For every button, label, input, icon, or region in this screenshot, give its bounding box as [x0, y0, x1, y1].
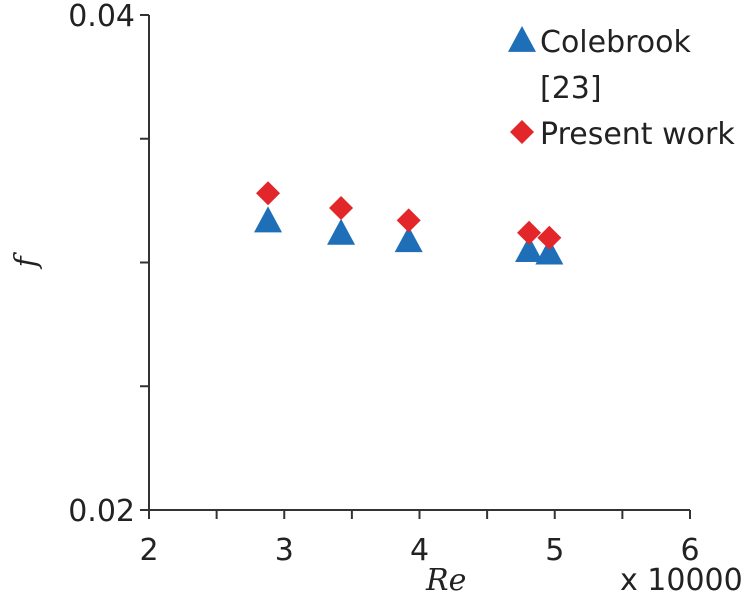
- y-axis-title: f: [9, 252, 44, 270]
- x-tick-label: 4: [410, 533, 429, 568]
- legend-label: Colebrook: [540, 25, 692, 60]
- legend-marker-present-work: [510, 120, 534, 144]
- present-work-point: [537, 225, 562, 250]
- colebrook-point: [254, 206, 283, 233]
- present-work-point: [396, 208, 421, 233]
- colebrook-point: [394, 226, 423, 253]
- data-marks: [254, 181, 564, 265]
- x-tick-label: 3: [275, 533, 294, 568]
- present-work-point: [329, 196, 354, 221]
- present-work-point: [517, 220, 542, 245]
- y-tick-label: 0.04: [68, 0, 135, 34]
- x-axis-multiplier: x 10000: [620, 563, 743, 596]
- x-axis-title: Re: [425, 563, 466, 596]
- x-tick-label: 5: [545, 533, 564, 568]
- x-tick-label: 2: [139, 533, 158, 568]
- colebrook-point: [535, 238, 564, 265]
- axes: 0.02 0.04 2 3 4 5 6: [68, 0, 699, 568]
- x-tick-label: 6: [680, 533, 699, 568]
- y-tick-label: 0.02: [68, 494, 135, 529]
- legend-marker-colebrook: [508, 26, 536, 52]
- present-work-point: [256, 181, 281, 206]
- legend-label: Present work: [540, 117, 735, 152]
- legend-label: [23]: [540, 71, 602, 106]
- legend: Colebrook [23] Present work: [508, 25, 735, 152]
- colebrook-point: [327, 218, 356, 245]
- colebrook-point: [515, 236, 544, 263]
